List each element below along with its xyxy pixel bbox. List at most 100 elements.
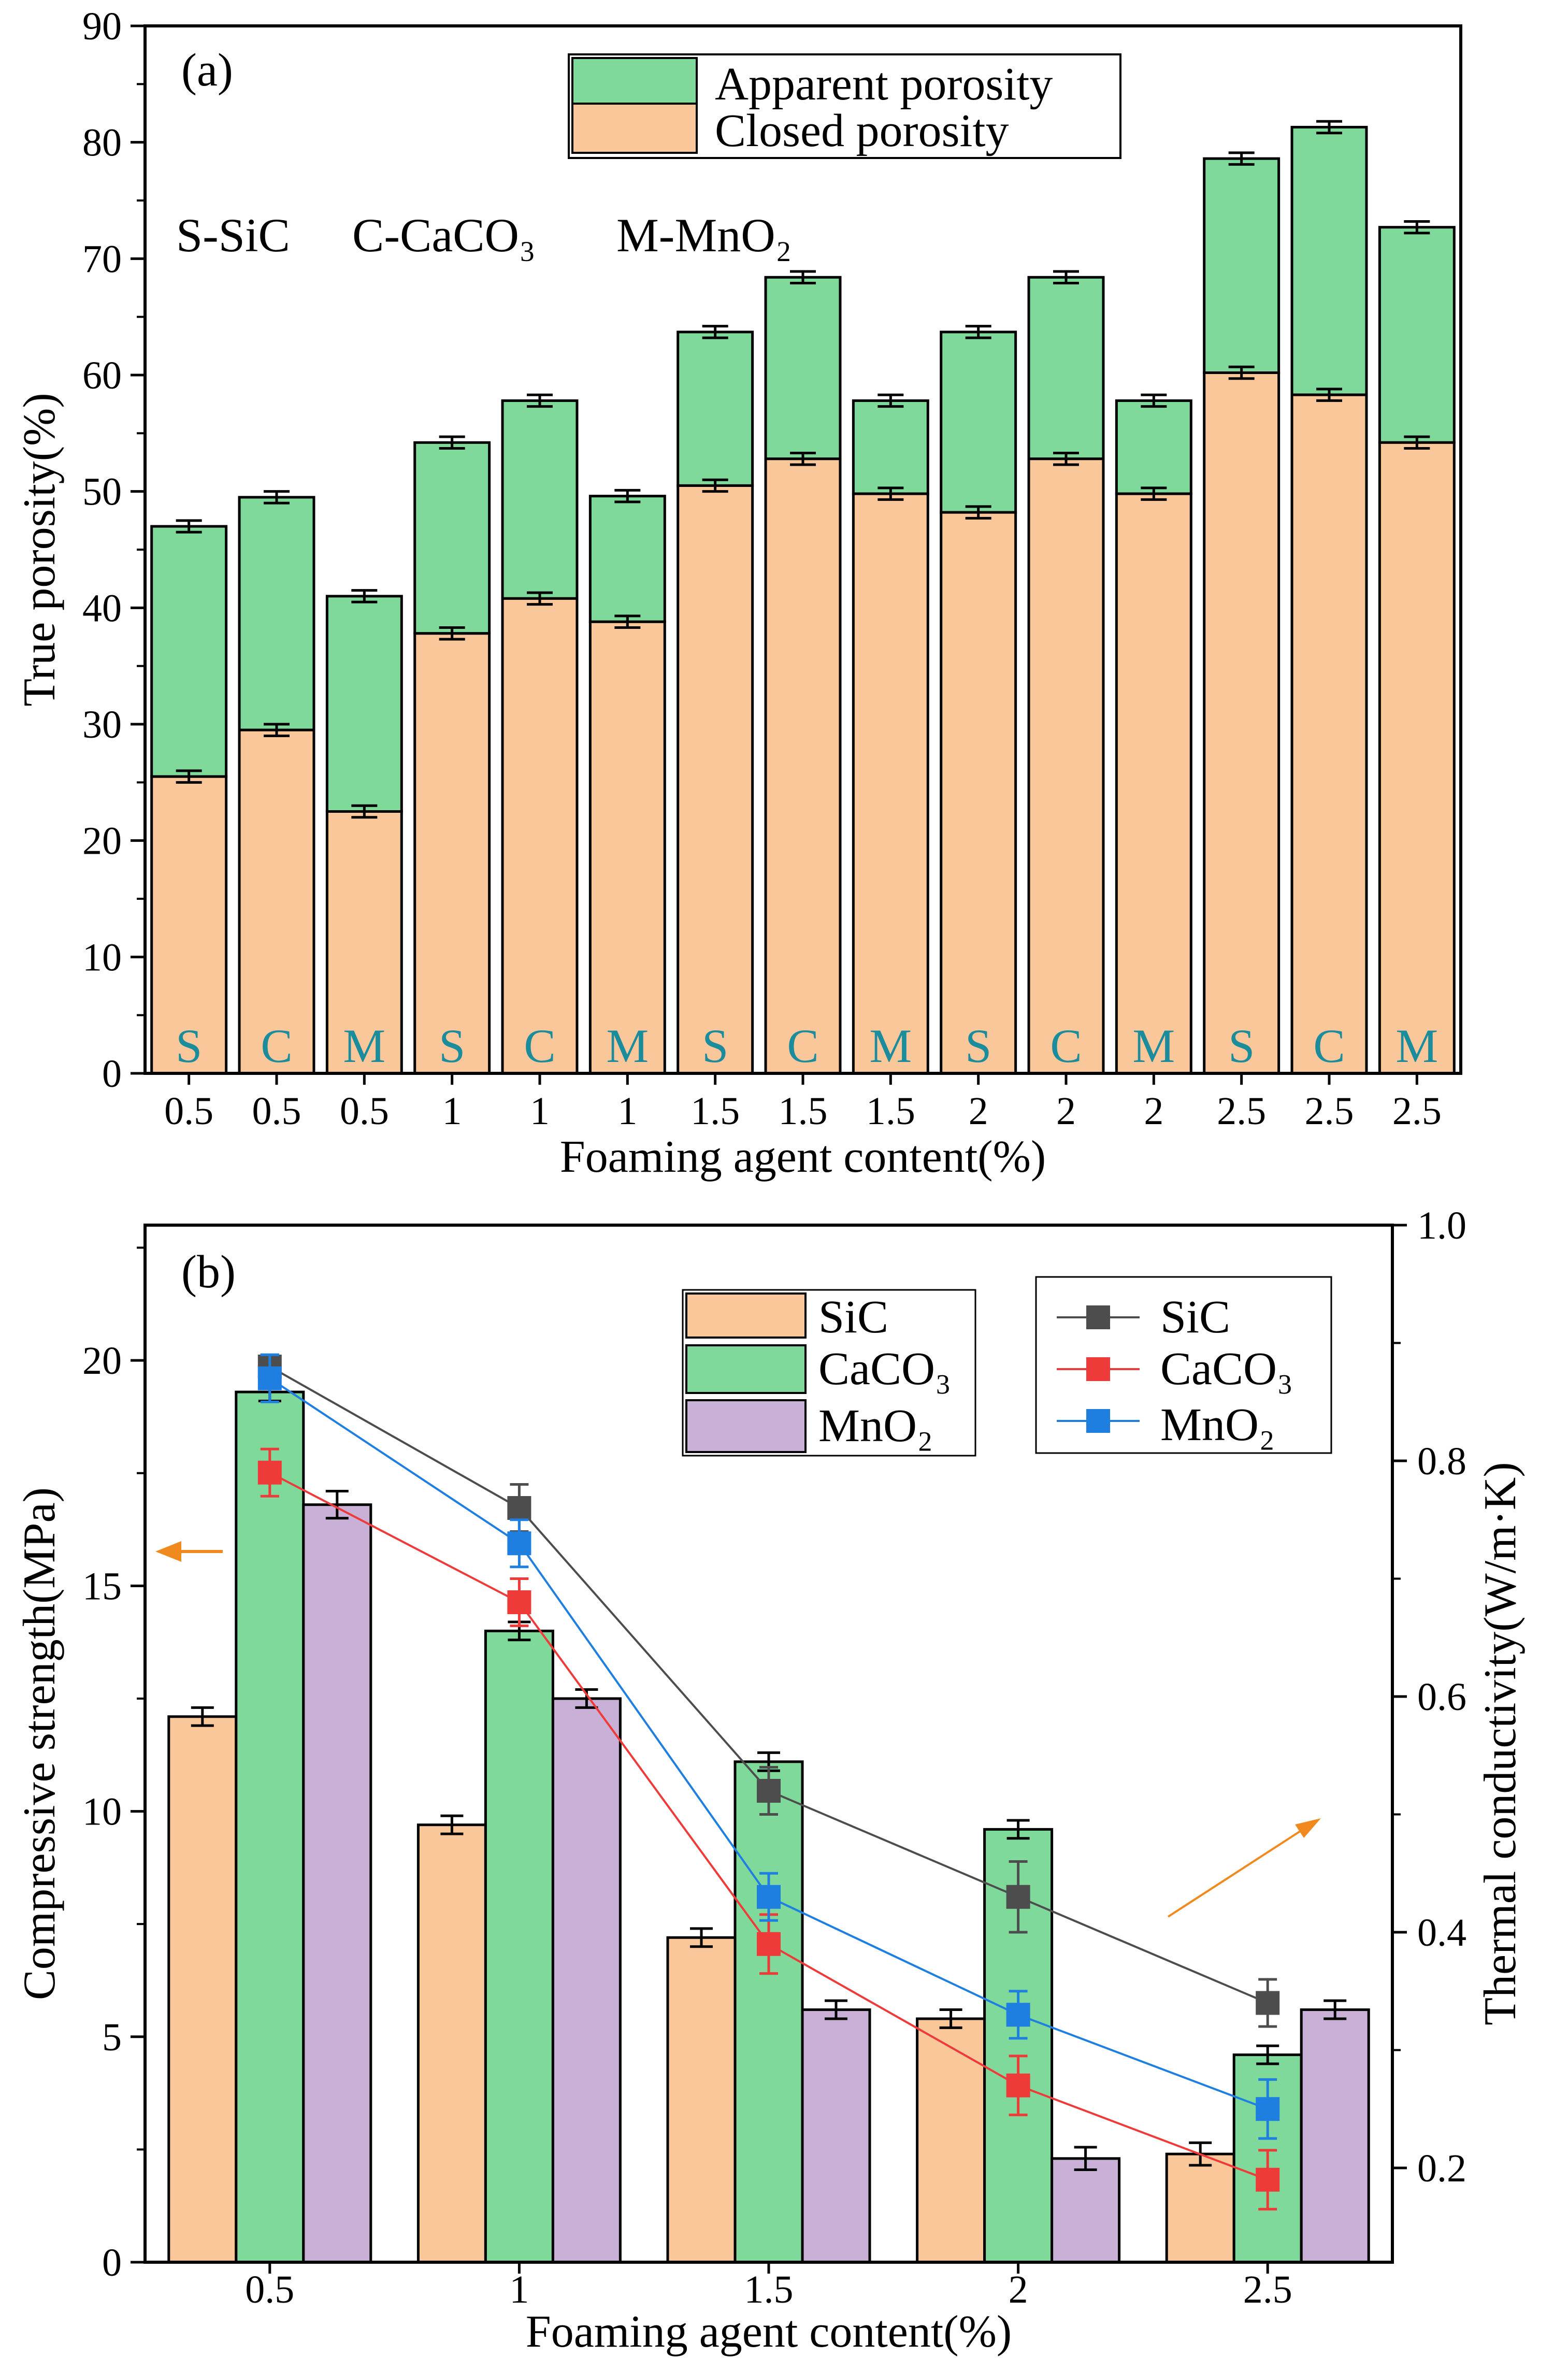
b-line-point-mno--0 (257, 1366, 282, 1390)
a-bar-letter-14: M (1396, 1019, 1438, 1072)
a-bar-apparent-6 (677, 330, 754, 487)
a-y-tick-label-4: 40 (82, 586, 122, 630)
b-line-legend-box (1035, 1276, 1332, 1454)
a-y-tick-label-0: 0 (102, 1052, 122, 1096)
b-line-point-mno--2 (757, 1885, 781, 1909)
b-bar-legend-swatch-caco3 (685, 1344, 807, 1394)
b-right-axis-arrowhead (1295, 1818, 1321, 1838)
a-plot-frame (143, 24, 1462, 1075)
a-x-axis-title: Foaming agent content(%) (560, 1132, 1046, 1182)
a-x-tick-label-8: 1.5 (866, 1089, 915, 1133)
a-bar-apparent-7 (764, 276, 842, 461)
a-bar-apparent-10 (1027, 276, 1105, 461)
a-bar-closed-0 (150, 775, 228, 1075)
a-legend-swatch-apparent (571, 57, 698, 105)
b-line-point-mno--4 (1256, 2097, 1280, 2121)
a-y-axis-title: True porosity(%) (15, 393, 65, 706)
b-bar-sic-4 (1165, 2152, 1235, 2264)
a-x-tick-label-12: 2.5 (1217, 1089, 1266, 1133)
b-bar-sic-1 (416, 1823, 487, 2264)
b-bar-mno--1 (551, 1697, 622, 2264)
a-x-tick-label-4: 1 (530, 1089, 550, 1133)
b-line-legend-label-mno2: MnO₂ (1160, 1399, 1275, 1450)
a-bar-apparent-3 (413, 441, 491, 635)
b-y2-tick-label-1: 0.4 (1417, 1911, 1466, 1955)
b-line-point-sic-4 (1256, 1991, 1280, 2015)
a-x-tick-label-6: 1.5 (691, 1089, 740, 1133)
a-x-tick-label-13: 2.5 (1305, 1089, 1354, 1133)
a-bar-closed-12 (1203, 371, 1281, 1075)
b-bar-mno--0 (302, 1503, 372, 2264)
a-x-tick-label-1: 0.5 (252, 1089, 301, 1133)
a-bar-apparent-14 (1378, 226, 1456, 444)
b-y-tick-label-0: 0 (102, 2241, 122, 2284)
a-x-tick-label-5: 1 (617, 1089, 637, 1133)
a-bar-apparent-2 (325, 595, 403, 813)
b-x-axis-title: Foaming agent content(%) (526, 2307, 1012, 2357)
a-bar-closed-6 (677, 484, 754, 1075)
b-bar-caco--1 (484, 1629, 554, 2264)
b-line-point-mno--1 (507, 1531, 531, 1556)
b-bar-caco--2 (733, 1760, 804, 2264)
b-line-point-caco--0 (257, 1460, 282, 1485)
a-y-tick-label-5: 50 (82, 470, 122, 514)
b-x-tick-label-1: 1 (509, 2268, 529, 2311)
a-x-tick-label-9: 2 (969, 1089, 988, 1133)
b-x-tick-label-3: 2 (1009, 2268, 1028, 2311)
b-line-legend-marker-sic (1086, 1305, 1110, 1329)
b-y-axis-title: Compressive strength(MPa) (15, 1487, 65, 2000)
a-x-tick-label-0: 0.5 (164, 1089, 213, 1133)
b-bar-sic-2 (666, 1936, 737, 2264)
a-bar-letter-12: S (1228, 1019, 1255, 1072)
b-line-point-mno--3 (1006, 2003, 1030, 2027)
b-line-legend-marker-caco3 (1086, 1357, 1110, 1381)
a-x-tick-label-11: 2 (1144, 1089, 1163, 1133)
b-y2-axis-title: Thermal conductivity(W/m·K) (1475, 1462, 1526, 2025)
b-x-tick-label-4: 2.5 (1243, 2268, 1292, 2311)
b-line-point-caco--1 (507, 1590, 531, 1614)
b-y2-tick-label-4: 1.0 (1417, 1204, 1466, 1247)
b-line-point-caco--3 (1006, 2073, 1030, 2097)
b-bar-sic-3 (916, 2017, 986, 2264)
b-y-tick-label-3: 15 (82, 1564, 122, 1608)
b-bar-legend: SiC CaCO₃ MnO₂ (682, 1289, 976, 1457)
b-y-tick-label-2: 10 (82, 1790, 122, 1834)
b-y-tick-label-4: 20 (82, 1339, 122, 1383)
b-x-tick-label-2: 1.5 (744, 2268, 794, 2311)
b-left-axis-arrowhead (155, 1541, 181, 1562)
b-lines-layer (257, 1353, 1280, 2211)
b-line-point-sic-1 (507, 1496, 531, 1520)
a-bar-closed-11 (1115, 492, 1192, 1075)
a-bar-letter-8: M (869, 1019, 912, 1072)
a-bar-letter-2: M (343, 1019, 385, 1072)
a-legend: Apparent porosity Closed porosity (568, 53, 1121, 159)
a-bar-closed-7 (764, 457, 842, 1075)
a-bar-apparent-1 (238, 496, 315, 731)
b-bar-legend-swatch-mno2 (685, 1399, 807, 1453)
b-axes-layer: 0.5 1 1.5 2 2.5 0 5 10 15 20 0.2 0.4 0.6 0.8 1.0 (82, 1204, 1466, 2311)
a-bar-letter-4: C (524, 1019, 555, 1072)
a-bar-letter-3: S (439, 1019, 465, 1072)
b-y2-tick-label-2: 0.6 (1417, 1675, 1466, 1719)
a-y-tick-label-6: 60 (82, 354, 122, 397)
a-panel-label: (a) (181, 45, 233, 96)
a-y-tick-label-7: 70 (82, 237, 122, 281)
a-bar-apparent-11 (1115, 399, 1192, 495)
a-legend-label-apparent: Apparent porosity (715, 59, 1053, 110)
b-bar-legend-label-mno2: MnO₂ (818, 1400, 933, 1452)
a-bar-letter-10: C (1050, 1019, 1082, 1072)
a-y-tick-label-9: 90 (82, 5, 122, 48)
a-x-tick-label-7: 1.5 (779, 1089, 828, 1133)
b-bars-layer (167, 1382, 1370, 2264)
a-x-tick-label-3: 1 (442, 1089, 462, 1133)
a-bar-closed-14 (1378, 441, 1456, 1075)
a-axes-layer: 0.5 0.5 0.5 1 1 1 1.5 1.5 1.5 2 2 2 2.5 2.5 2.5 0 10 20 30… (82, 5, 1442, 1133)
a-y-tick-label-1: 10 (82, 936, 122, 979)
a-y-tick-label-2: 20 (82, 820, 122, 863)
b-bar-mno--3 (1051, 2157, 1121, 2264)
a-bar-closed-3 (413, 632, 491, 1075)
a-bar-apparent-12 (1203, 157, 1281, 375)
a-bar-apparent-9 (940, 330, 1017, 514)
b-bar-mno--4 (1300, 2008, 1370, 2264)
b-line-legend: SiC CaCO₃ MnO₂ (1035, 1276, 1332, 1454)
